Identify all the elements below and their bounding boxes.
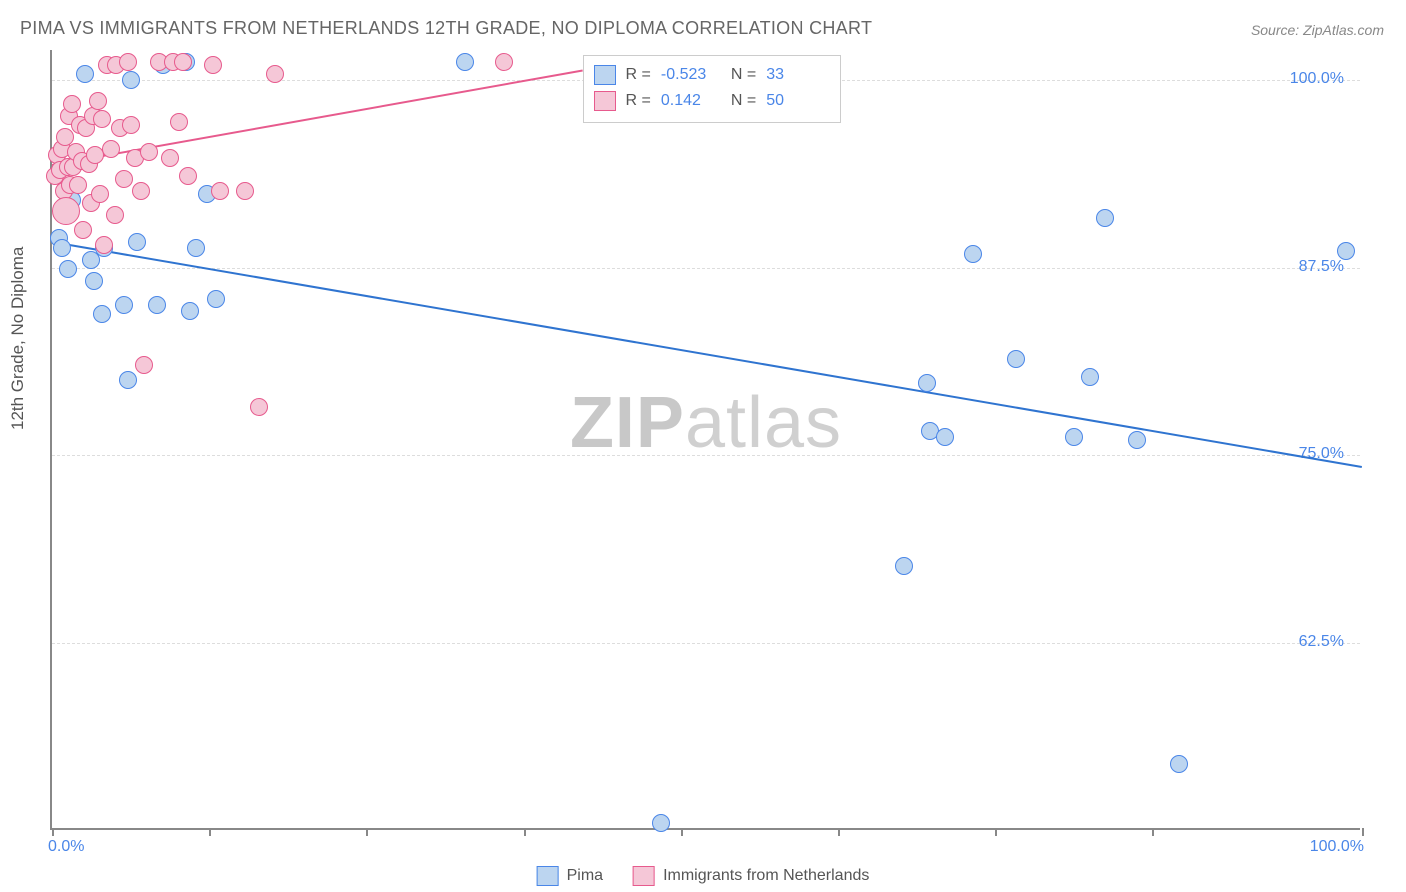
x-tick [1362,828,1364,836]
data-point [918,374,936,392]
data-point [115,296,133,314]
x-tick [995,828,997,836]
data-point [895,557,913,575]
gridline [52,643,1360,644]
scatter-plot: ZIPatlas 62.5%75.0%87.5%100.0%0.0%100.0%… [50,50,1360,830]
data-point [179,167,197,185]
y-tick-label: 62.5% [1299,633,1344,651]
data-point [128,233,146,251]
x-tick-label: 0.0% [48,838,84,856]
gridline [52,455,1360,456]
y-tick-label: 87.5% [1299,258,1344,276]
data-point [95,236,113,254]
data-point [85,272,103,290]
data-point [89,92,107,110]
data-point [93,305,111,323]
legend-item: Pima [537,866,603,886]
legend-item: Immigrants from Netherlands [633,866,869,886]
data-point [250,398,268,416]
x-tick [209,828,211,836]
stat-n-value: 50 [766,92,826,110]
stats-row: R = -0.523 N = 33 [594,62,827,88]
data-point [91,185,109,203]
stat-n-label: N = [731,66,756,84]
data-point [1128,431,1146,449]
stat-n-value: 33 [766,66,826,84]
data-point [207,290,225,308]
data-point [53,239,71,257]
data-point [187,239,205,257]
data-point [69,176,87,194]
data-point [495,53,513,71]
data-point [266,65,284,83]
data-point [1007,350,1025,368]
data-point [1170,755,1188,773]
legend-label: Immigrants from Netherlands [663,867,869,885]
y-axis-label: 12th Grade, No Diploma [8,247,28,430]
data-point [170,113,188,131]
data-point [1096,209,1114,227]
data-point [936,428,954,446]
data-point [74,221,92,239]
stat-r-label: R = [626,66,651,84]
data-point [140,143,158,161]
x-tick [838,828,840,836]
data-point [652,814,670,832]
x-tick [1152,828,1154,836]
data-point [76,65,94,83]
data-point [122,71,140,89]
data-point [211,182,229,200]
data-point [132,182,150,200]
data-point [119,371,137,389]
legend-swatch [594,65,616,85]
bottom-legend: Pima Immigrants from Netherlands [537,866,870,886]
legend-swatch [537,866,559,886]
source-label: Source: ZipAtlas.com [1251,22,1384,38]
y-tick-label: 100.0% [1290,70,1344,88]
gridline [52,268,1360,269]
data-point [1081,368,1099,386]
data-point [115,170,133,188]
data-point [1065,428,1083,446]
data-point [59,260,77,278]
data-point [1337,242,1355,260]
x-tick [524,828,526,836]
x-tick [52,828,54,836]
stat-n-label: N = [731,92,756,110]
stats-row: R = 0.142 N = 50 [594,88,827,114]
x-tick [366,828,368,836]
x-tick [681,828,683,836]
legend-label: Pima [567,867,603,885]
stats-legend: R = -0.523 N = 33 R = 0.142 N = 50 [583,55,842,123]
data-point [119,53,137,71]
data-point [93,110,111,128]
legend-swatch [594,91,616,111]
legend-swatch [633,866,655,886]
data-point [148,296,166,314]
stat-r-value: 0.142 [661,92,721,110]
data-point [181,302,199,320]
stat-r-label: R = [626,92,651,110]
data-point [63,95,81,113]
data-point [204,56,222,74]
data-point [964,245,982,263]
stat-r-value: -0.523 [661,66,721,84]
chart-title: PIMA VS IMMIGRANTS FROM NETHERLANDS 12TH… [20,18,872,39]
data-point [456,53,474,71]
data-point [122,116,140,134]
data-point [135,356,153,374]
data-point [161,149,179,167]
data-point [106,206,124,224]
x-tick-label: 100.0% [1310,838,1364,856]
data-point [102,140,120,158]
data-point [174,53,192,71]
watermark: ZIPatlas [570,382,842,464]
data-point [52,197,80,225]
data-point [236,182,254,200]
